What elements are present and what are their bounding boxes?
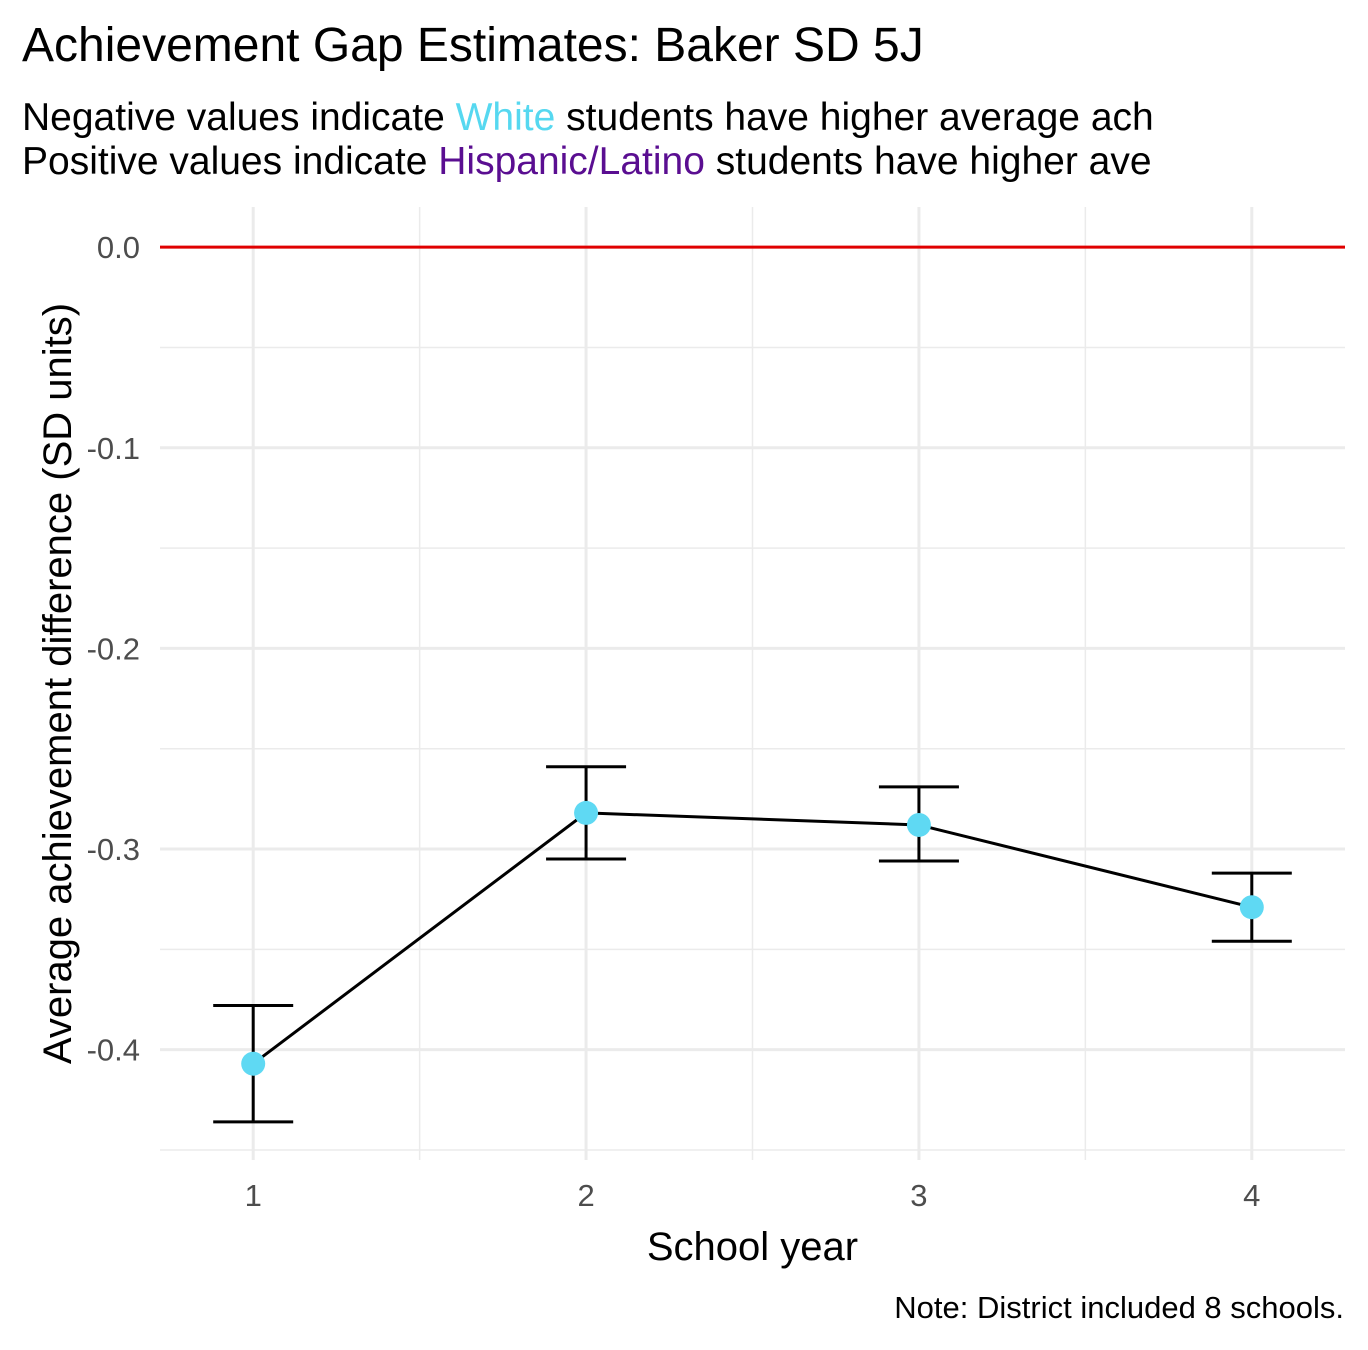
data-point — [1239, 895, 1264, 920]
y-tick-label: 0.0 — [97, 230, 140, 265]
data-point — [241, 1051, 266, 1076]
grid-lines — [160, 207, 1345, 1160]
y-tick-label: -0.4 — [87, 1033, 140, 1068]
subtitle-group-white: White — [455, 96, 556, 139]
series-group — [213, 765, 1292, 1124]
y-axis-title: Average achievement difference (SD units… — [36, 303, 80, 1064]
x-tick-label: 1 — [245, 1178, 262, 1213]
series-line — [252, 811, 1253, 1065]
subtitle-1-post: students have higher average ach — [555, 96, 1154, 139]
subtitle-group-latino: Hispanic/Latino — [438, 140, 705, 183]
x-tick-label: 2 — [577, 1178, 594, 1213]
chart-subtitle: Negative values indicate White students … — [22, 96, 1154, 184]
caption-note: Note: District included 8 schools. — [894, 1290, 1344, 1325]
subtitle-2-pre: Positive values indicate — [22, 140, 439, 183]
chart-title: Achievement Gap Estimates: Baker SD 5J — [22, 19, 924, 72]
data-point — [906, 812, 931, 837]
subtitle-line-1: Negative values indicate White students … — [22, 96, 1154, 140]
subtitle-1-pre: Negative values indicate — [22, 96, 456, 139]
tick-labels: 0.0 -0.1 -0.2 -0.3 -0.4 1 2 3 4 — [87, 230, 1261, 1213]
y-tick-label: -0.1 — [87, 431, 140, 466]
y-tick-label: -0.2 — [87, 631, 140, 666]
subtitle-line-2: Positive values indicate Hispanic/Latino… — [22, 140, 1154, 184]
x-tick-label: 4 — [1243, 1178, 1260, 1213]
x-axis-title: School year — [647, 1225, 858, 1269]
data-point — [574, 800, 599, 825]
y-tick-label: -0.3 — [87, 832, 140, 867]
x-tick-label: 3 — [910, 1178, 927, 1213]
subtitle-2-post: students have higher ave — [704, 140, 1152, 183]
